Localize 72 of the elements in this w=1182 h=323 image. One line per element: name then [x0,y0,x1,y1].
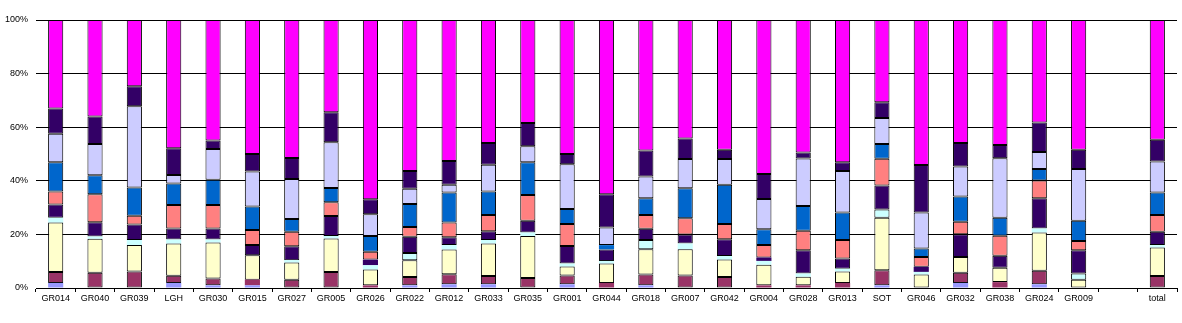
x-tick-label: GR040 [80,292,110,303]
x-tick-label: GR015 [238,292,267,303]
bar [441,245,457,250]
x-tick-label: GR028 [788,292,818,303]
bar [480,240,497,244]
x-tick-label: GR035 [513,292,543,303]
bar [992,282,1008,288]
x-tick-label: GR024 [1025,292,1054,303]
bar [598,282,615,288]
x-tick-label: GR044 [592,292,621,303]
bar [559,263,575,267]
bar [913,266,929,272]
bar [362,285,379,288]
y-tick-label: 0% [14,282,28,293]
bar [598,245,615,250]
x-tick-label: GR005 [316,292,346,303]
x-tick-label: GR022 [395,292,425,303]
bar [638,285,654,288]
x-tick-label: GR046 [906,292,936,303]
x-tick-label: GR027 [277,292,307,303]
y-tick-label: 80% [9,68,28,79]
bar [756,257,772,261]
bar [205,239,221,243]
bar [48,217,64,223]
x-tick-label: GR013 [828,292,857,303]
x-tick-label: GR038 [985,292,1015,303]
x-tick-label: GR042 [710,292,739,303]
x-tick-label: GR012 [434,292,464,303]
bar [598,260,615,264]
x-tick-label: LGH [164,292,183,303]
x-tick-label: GR030 [198,292,228,303]
bar [166,239,182,244]
bar [166,282,182,288]
x-tick-label: GR014 [41,292,70,303]
x-tick-label: GR018 [631,292,661,303]
x-tick-label: SOT [872,292,892,303]
x-tick-label: total [1148,292,1166,303]
bar [913,271,929,275]
bar [835,282,851,288]
y-tick-label: 60% [9,121,28,132]
x-tick-label: GR004 [749,292,779,303]
x-tick-label: GR001 [552,292,582,303]
bar [1031,228,1047,233]
bar [402,285,418,288]
x-tick-label: GR032 [946,292,975,303]
bar [48,282,64,288]
bar [284,260,300,263]
bar [1031,284,1047,288]
bar [244,285,260,288]
x-tick-label: GR033 [474,292,503,303]
bar [953,282,969,288]
bar [795,285,811,288]
bar [756,285,772,288]
bar [756,260,772,265]
x-tick-label: GR026 [356,292,385,303]
x-tick-label: GR009 [1064,292,1093,303]
bar [874,285,890,288]
bar [87,236,103,239]
bar [1149,245,1165,248]
y-tick-label: 40% [9,175,28,186]
x-tick-label: GR007 [670,292,700,303]
bar [480,284,497,288]
bar [795,273,811,277]
bar [205,285,221,288]
y-tick-label: 20% [9,228,28,239]
bar [716,256,733,260]
bar [441,284,457,288]
x-tick-label: GR039 [120,292,149,303]
y-tick-label: 100% [4,14,28,25]
bar [362,265,379,270]
bar [559,284,575,288]
bar [126,240,142,246]
